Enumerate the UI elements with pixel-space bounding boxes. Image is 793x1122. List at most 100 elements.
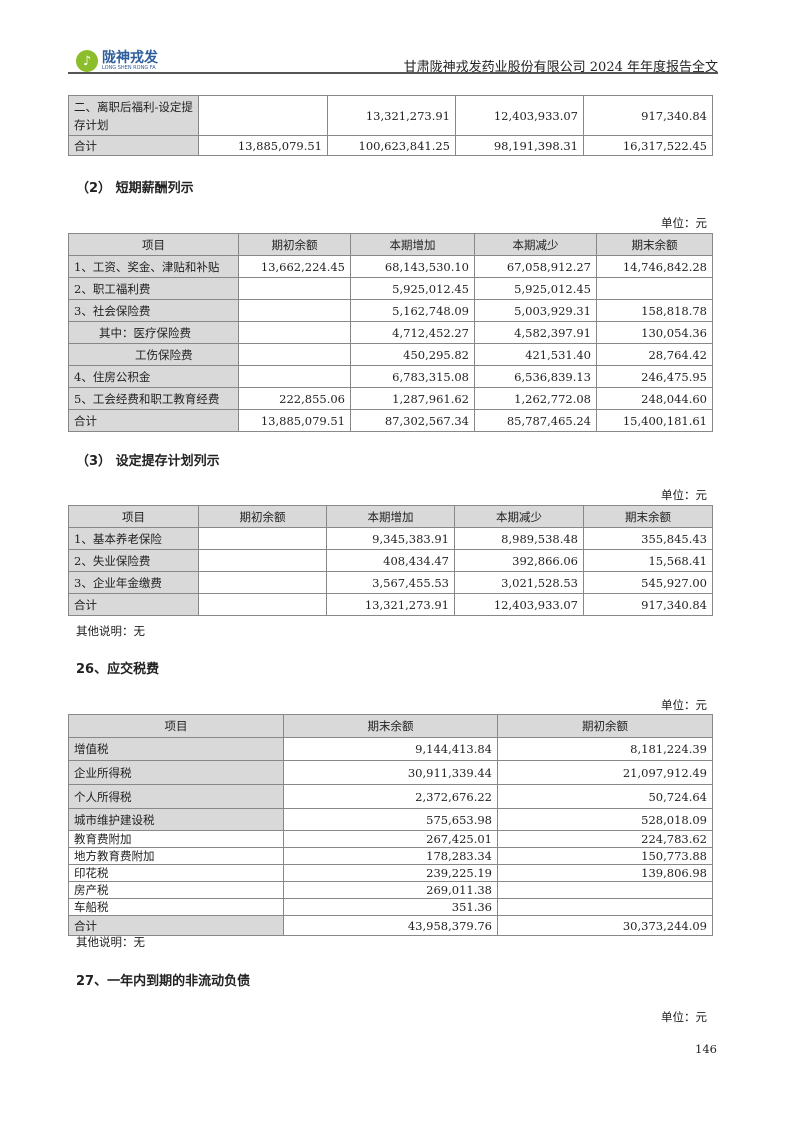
cell-value: 67,058,912.27 — [474, 255, 597, 278]
row-label: 5、工会经费和职工教育经费 — [68, 387, 239, 410]
cell-value: 13,321,273.91 — [327, 95, 456, 136]
cell-value: 13,885,079.51 — [238, 409, 351, 432]
cell-value: 2,372,676.22 — [283, 784, 498, 809]
cell-value — [198, 95, 328, 136]
cell-value: 68,143,530.10 — [350, 255, 475, 278]
row-label: 合计 — [68, 409, 239, 432]
cell-value: 30,911,339.44 — [283, 760, 498, 785]
cell-value: 158,818.78 — [596, 299, 713, 322]
unit-label: 单位：元 — [661, 488, 707, 502]
table-row: 增值税 9,144,413.84 8,181,224.39 — [68, 737, 713, 761]
cell-value: 50,724.64 — [497, 784, 713, 809]
table-row: 个人所得税 2,372,676.22 50,724.64 — [68, 784, 713, 809]
column-header: 期初余额 — [198, 505, 327, 528]
cell-value: 28,764.42 — [596, 343, 713, 366]
cell-value: 30,373,244.09 — [497, 915, 713, 936]
page-number: 146 — [695, 1042, 717, 1056]
cell-value — [238, 365, 351, 388]
table-row: 地方教育费附加 178,283.34 150,773.88 — [68, 847, 713, 865]
column-header: 本期减少 — [474, 233, 597, 256]
cell-value: 3,021,528.53 — [454, 571, 584, 594]
cell-value: 5,003,929.31 — [474, 299, 597, 322]
cell-value: 575,653.98 — [283, 808, 498, 831]
cell-value: 4,582,397.91 — [474, 321, 597, 344]
cell-value: 98,191,398.31 — [455, 135, 584, 156]
column-header: 期初余额 — [238, 233, 351, 256]
row-label: 3、社会保险费 — [68, 299, 239, 322]
table-row: 房产税 269,011.38 — [68, 881, 713, 899]
cell-value: 355,845.43 — [583, 527, 713, 550]
column-header: 期初余额 — [497, 714, 713, 738]
table-row: 合计 13,885,079.51 100,623,841.25 98,191,398.… — [68, 135, 713, 156]
cell-value: 14,746,842.28 — [596, 255, 713, 278]
row-label: 二、离职后福利-设定提存计划 — [68, 95, 199, 136]
table-row: 印花税 239,225.19 139,806.98 — [68, 864, 713, 882]
post-employment-table-continued: 二、离职后福利-设定提存计划 13,321,273.91 12,403,933.07… — [68, 95, 713, 156]
cell-value: 9,144,413.84 — [283, 737, 498, 761]
row-label: 企业所得税 — [68, 760, 284, 785]
section-title-current-noncurrent-liabilities: 27、一年内到期的非流动负债 — [76, 974, 251, 989]
cell-value: 269,011.38 — [283, 881, 498, 899]
cell-value: 4,712,452.27 — [350, 321, 475, 344]
table-row: 城市维护建设税 575,653.98 528,018.09 — [68, 808, 713, 831]
cell-value: 16,317,522.45 — [583, 135, 713, 156]
table-row: 2、失业保险费 408,434.47 392,866.06 15,568.41 — [68, 549, 713, 572]
cell-value: 13,321,273.91 — [326, 593, 455, 616]
cell-value: 12,403,933.07 — [454, 593, 584, 616]
logo-subtext: LONG SHEN RONG FA — [102, 65, 156, 71]
column-header: 期末余额 — [583, 505, 713, 528]
other-notes: 其他说明：无 — [76, 935, 145, 949]
row-label: 2、职工福利费 — [68, 277, 239, 300]
cell-value — [238, 277, 351, 300]
cell-value: 9,345,383.91 — [326, 527, 455, 550]
cell-value: 421,531.40 — [474, 343, 597, 366]
company-logo: ♪ 陇神戎发 LONG SHEN RONG FA — [76, 50, 158, 72]
table-row: 4、住房公积金 6,783,315.08 6,536,839.13 246,475.9… — [68, 365, 713, 388]
header-row: 项目 期初余额 本期增加 本期减少 期末余额 — [68, 233, 713, 256]
other-notes: 其他说明：无 — [76, 624, 145, 638]
cell-value: 5,162,748.09 — [350, 299, 475, 322]
cell-value: 100,623,841.25 — [327, 135, 456, 156]
cell-value — [198, 571, 327, 594]
cell-value: 6,783,315.08 — [350, 365, 475, 388]
cell-value: 130,054.36 — [596, 321, 713, 344]
header-row: 项目 期末余额 期初余额 — [68, 714, 713, 738]
cell-value: 545,927.00 — [583, 571, 713, 594]
column-header: 项目 — [68, 505, 199, 528]
cell-value — [198, 549, 327, 572]
unit-label: 单位：元 — [661, 698, 707, 712]
cell-value: 15,568.41 — [583, 549, 713, 572]
unit-label: 单位：元 — [661, 1010, 707, 1024]
row-label: 个人所得税 — [68, 784, 284, 809]
row-label: 合计 — [68, 593, 199, 616]
cell-value: 8,181,224.39 — [497, 737, 713, 761]
cell-value: 5,925,012.45 — [350, 277, 475, 300]
cell-value — [238, 299, 351, 322]
column-header: 期末余额 — [283, 714, 498, 738]
row-label: 房产税 — [68, 881, 284, 899]
cell-value: 13,662,224.45 — [238, 255, 351, 278]
header-row: 项目 期初余额 本期增加 本期减少 期末余额 — [68, 505, 713, 528]
row-label: 工伤保险费 — [68, 343, 239, 366]
table-row: 合计 13,321,273.91 12,403,933.07 917,340.84 — [68, 593, 713, 616]
cell-value — [238, 321, 351, 344]
cell-value: 408,434.47 — [326, 549, 455, 572]
row-label: 地方教育费附加 — [68, 847, 284, 865]
table-row: 2、职工福利费 5,925,012.45 5,925,012.45 — [68, 277, 713, 300]
cell-value: 917,340.84 — [583, 593, 713, 616]
table-row: 3、企业年金缴费 3,567,455.53 3,021,528.53 545,927.… — [68, 571, 713, 594]
column-header: 项目 — [68, 233, 239, 256]
table-row: 教育费附加 267,425.01 224,783.62 — [68, 830, 713, 848]
cell-value: 248,044.60 — [596, 387, 713, 410]
logo-icon: ♪ — [76, 50, 98, 72]
cell-value: 528,018.09 — [497, 808, 713, 831]
row-label: 合计 — [68, 135, 199, 156]
table-row: 合计 13,885,079.51 87,302,567.34 85,787,465.2… — [68, 409, 713, 432]
cell-value — [497, 881, 713, 899]
row-label: 其中：医疗保险费 — [68, 321, 239, 344]
column-header: 期末余额 — [596, 233, 713, 256]
cell-value: 392,866.06 — [454, 549, 584, 572]
table-row: 1、工资、奖金、津贴和补贴 13,662,224.45 68,143,530.10 6… — [68, 255, 713, 278]
report-title: 甘肃陇神戎发药业股份有限公司 2024 年年度报告全文 — [403, 60, 718, 75]
